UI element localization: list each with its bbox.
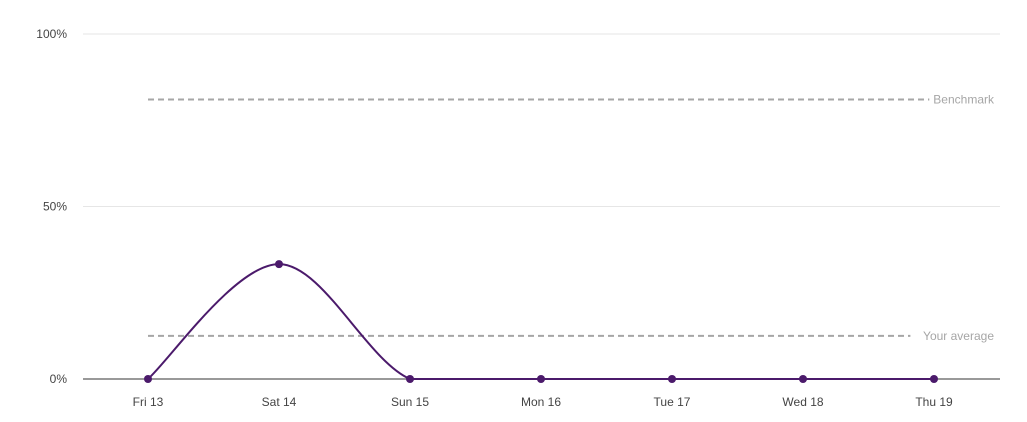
x-tick-label: Sat 14: [262, 395, 297, 409]
data-point: [144, 375, 152, 383]
x-tick-label: Wed 18: [782, 395, 823, 409]
data-point: [537, 375, 545, 383]
reference-line-label: Your average: [923, 329, 994, 343]
data-point: [275, 260, 283, 269]
x-tick-label: Tue 17: [654, 395, 691, 409]
series-layer: [144, 260, 938, 383]
series-line: [147, 263, 934, 381]
y-tick-label: 0%: [50, 372, 68, 386]
x-tick-label: Mon 16: [521, 395, 561, 409]
reference-line-label: Benchmark: [933, 93, 995, 107]
y-tick-label: 50%: [43, 200, 67, 214]
reference-lines: Benchmark Your average: [148, 93, 995, 343]
x-tick-label: Sun 15: [391, 395, 429, 409]
data-point: [406, 375, 414, 383]
y-tick-label: 100%: [36, 27, 67, 41]
data-point: [668, 375, 676, 383]
y-axis-ticks: 0% 50% 100%: [36, 27, 67, 386]
data-point: [930, 375, 938, 383]
x-tick-label: Thu 19: [915, 395, 953, 409]
data-point: [799, 375, 807, 383]
grid-layer: [83, 33, 1000, 380]
x-tick-label: Fri 13: [133, 395, 164, 409]
x-axis-ticks: Fri 13 Sat 14 Sun 15 Mon 16 Tue 17 Wed 18 Thu …: [133, 395, 953, 409]
